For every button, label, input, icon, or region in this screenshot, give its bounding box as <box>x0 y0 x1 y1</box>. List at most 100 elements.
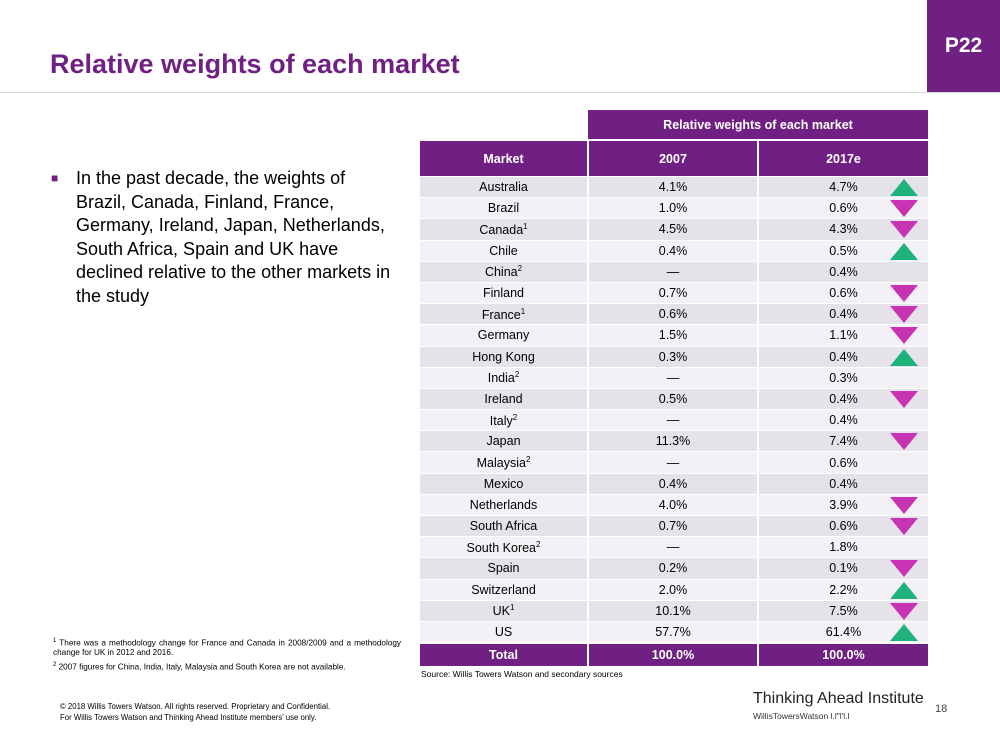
value-2017e-cell: 0.6% <box>757 281 928 304</box>
table-row: Netherlands 4.0% 3.9% <box>420 493 928 516</box>
copyright-notice: © 2018 Willis Towers Watson. All rights … <box>60 701 330 723</box>
table-row: Switzerland 2.0% 2.2% <box>420 578 928 601</box>
value-2017e: 0.6% <box>829 201 858 216</box>
market-name: Germany <box>477 328 530 343</box>
market-cell: South Korea2 <box>420 536 588 558</box>
table-group-header-blank <box>420 110 588 140</box>
value-2007: 2.0% <box>587 578 758 601</box>
trend-down-icon <box>890 602 918 620</box>
value-2017e-cell: 61.4% <box>757 620 928 644</box>
market-cell: France1 <box>420 303 588 325</box>
market-cell: China2 <box>420 260 588 283</box>
table-row: Mexico 0.4% 0.4% <box>420 472 928 495</box>
total-2007: 100.0% <box>587 642 758 667</box>
table-row: India2—0.3% <box>420 366 928 389</box>
value-2007: 4.5% <box>587 218 758 241</box>
table-row: Canada1 4.5% 4.3% <box>420 218 928 241</box>
table-row: Italy2—0.4% <box>420 409 928 431</box>
market-cell: Spain <box>420 557 588 580</box>
table-row: Hong Kong 0.3% 0.4% <box>420 345 928 368</box>
market-name: South Korea <box>466 540 537 555</box>
value-2007: — <box>587 260 758 283</box>
footnote-1: 1 There was a methodology change for Fra… <box>53 637 401 657</box>
value-2017e: 3.9% <box>829 497 858 512</box>
footnote-marker: 2 <box>536 539 541 549</box>
trend-down-icon <box>890 284 918 302</box>
copyright-line-1: © 2018 Willis Towers Watson. All rights … <box>60 702 331 711</box>
value-2007: 1.5% <box>587 324 758 346</box>
trend-up-icon <box>890 623 918 641</box>
market-cell: Ireland <box>420 387 588 410</box>
page-number: 18 <box>935 703 948 715</box>
table-row: South Africa 0.7% 0.6% <box>420 514 928 537</box>
market-name: Hong Kong <box>472 349 535 364</box>
header-divider <box>0 92 1000 93</box>
value-2017e: 0.4% <box>829 413 858 428</box>
table-row: Spain 0.2% 0.1% <box>420 557 928 580</box>
market-cell: UK1 <box>420 599 588 622</box>
value-2017e-cell: 0.3% <box>757 366 928 389</box>
table-group-header-row: Relative weights of each market <box>420 110 928 140</box>
market-cell: Finland <box>420 281 588 304</box>
value-2017e-cell: 0.6% <box>757 514 928 537</box>
table-body: Australia 4.1% 4.7% Brazil 1.0% 0.6% Canada1 4.… <box>420 175 928 644</box>
value-2007: — <box>587 536 758 558</box>
total-2017e: 100.0% <box>757 642 928 667</box>
value-2007: 4.0% <box>587 493 758 516</box>
value-2017e-cell: 3.9% <box>757 493 928 516</box>
value-2017e: 1.1% <box>829 328 858 343</box>
value-2007: 0.6% <box>587 303 758 325</box>
value-2007: 10.1% <box>587 599 758 622</box>
value-2017e: 0.1% <box>829 561 858 576</box>
value-2017e: 61.4% <box>825 625 862 640</box>
market-name: Japan <box>486 434 521 449</box>
market-name: Mexico <box>483 476 524 491</box>
trend-down-icon <box>890 306 918 324</box>
trend-down-icon <box>890 518 918 535</box>
value-2017e: 0.5% <box>829 243 858 258</box>
footnote-marker: 2 <box>517 264 523 274</box>
footnote-2-marker: 2 <box>53 662 57 668</box>
total-row: Total 100.0% 100.0% <box>420 642 928 667</box>
value-2007: — <box>587 409 758 431</box>
value-2017e: 0.3% <box>829 370 858 385</box>
weights-table: Relative weights of each market Market 2… <box>420 110 928 667</box>
bullet-point: ■ In the past decade, the weights of Bra… <box>51 167 396 308</box>
value-2017e: 0.4% <box>829 391 858 406</box>
market-cell: Australia <box>420 175 588 198</box>
footnote-marker: 2 <box>512 412 518 422</box>
table-group-header: Relative weights of each market <box>588 110 928 140</box>
value-2017e: 2.2% <box>829 582 858 597</box>
trend-down-icon <box>890 390 918 408</box>
market-name: Canada <box>479 223 524 238</box>
column-header-2017e: 2017e <box>757 139 928 177</box>
market-cell: Netherlands <box>420 493 588 516</box>
value-2017e-cell: 1.8% <box>757 536 928 558</box>
footnote-2: 2 2007 figures for China, India, Italy, … <box>53 661 401 672</box>
bullet-text: In the past decade, the weights of Brazi… <box>76 168 391 306</box>
table-row: Japan 11.3% 7.4% <box>420 430 928 452</box>
table-row: US 57.7% 61.4% <box>420 620 928 644</box>
market-name: UK <box>492 604 510 619</box>
market-name: Chile <box>489 243 518 258</box>
copyright-line-2: For Willis Towers Watson and Thinking Ah… <box>60 713 317 722</box>
table-row: Ireland 0.5% 0.4% <box>420 387 928 410</box>
value-2017e-cell: 0.4% <box>757 260 928 283</box>
value-2017e: 0.4% <box>829 264 858 279</box>
trend-down-icon <box>890 433 918 451</box>
market-name: Brazil <box>487 201 520 216</box>
footnote-marker: 2 <box>525 454 531 464</box>
footnote-marker: 2 <box>514 370 520 380</box>
footnote-1-marker: 1 <box>53 638 57 644</box>
trend-down-icon <box>890 221 918 239</box>
page-title: Relative weights of each market <box>50 49 460 79</box>
trend-up-icon <box>890 348 918 366</box>
market-name: US <box>494 625 513 640</box>
value-2007: 57.7% <box>587 620 758 644</box>
value-2017e: 1.8% <box>829 540 858 555</box>
value-2017e-cell: 0.6% <box>757 451 928 474</box>
value-2007: 1.0% <box>587 197 758 219</box>
footnote-marker: 1 <box>509 603 515 613</box>
value-2017e: 0.6% <box>829 286 858 301</box>
market-name: South Africa <box>469 519 538 534</box>
